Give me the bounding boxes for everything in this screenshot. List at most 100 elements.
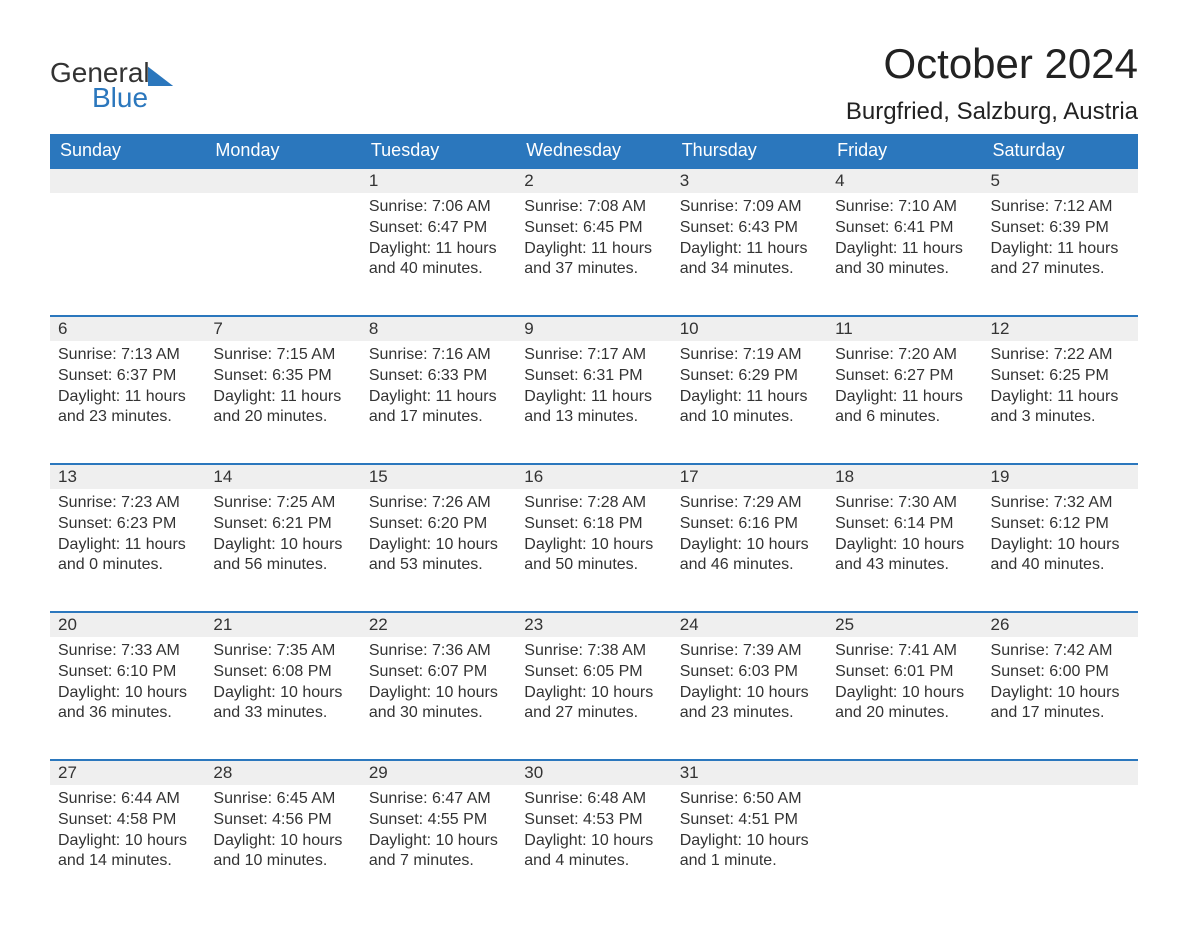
sunset-line: Sunset: 6:43 PM (680, 218, 819, 239)
daylight-line: Daylight: 10 hours and 40 minutes. (991, 535, 1130, 577)
daylight-line: Daylight: 11 hours and 10 minutes. (680, 387, 819, 429)
sunrise-label: Sunrise: (58, 494, 117, 511)
day-number (205, 167, 360, 193)
sunset-label: Sunset: (58, 811, 112, 828)
sunset-label: Sunset: (58, 663, 112, 680)
daylight-label: Daylight: (369, 832, 431, 849)
sunrise-value: 7:10 AM (898, 198, 957, 215)
sunrise-label: Sunrise: (58, 642, 117, 659)
sunrise-label: Sunrise: (991, 642, 1050, 659)
day-number: 30 (516, 759, 671, 785)
day-content: Sunrise: 7:36 AMSunset: 6:07 PMDaylight:… (361, 637, 516, 744)
day-content: Sunrise: 6:45 AMSunset: 4:56 PMDaylight:… (205, 785, 360, 892)
sunrise-line: Sunrise: 7:35 AM (213, 641, 352, 662)
sunset-line: Sunset: 6:23 PM (58, 514, 197, 535)
daylight-line: Daylight: 10 hours and 20 minutes. (835, 683, 974, 725)
sunset-label: Sunset: (680, 219, 734, 236)
week-content-row: Sunrise: 7:13 AM Sunset: 6:37 PM Daylight:… (50, 341, 1138, 463)
sunset-value: 6:39 PM (1049, 219, 1109, 236)
sunrise-line: Sunrise: 7:13 AM (58, 345, 197, 366)
sunrise-value: 7:32 AM (1054, 494, 1113, 511)
day-content: Sunrise: 7:35 AMSunset: 6:08 PMDaylight:… (205, 637, 360, 744)
weekday-header: Monday (205, 134, 360, 167)
day-content: Sunrise: 7:26 AMSunset: 6:20 PMDaylight:… (361, 489, 516, 596)
day-number: 3 (672, 167, 827, 193)
sunrise-line: Sunrise: 7:22 AM (991, 345, 1130, 366)
sunrise-label: Sunrise: (524, 198, 583, 215)
sunset-label: Sunset: (524, 663, 578, 680)
sunset-value: 6:37 PM (117, 367, 177, 384)
daylight-line: Daylight: 11 hours and 6 minutes. (835, 387, 974, 429)
week-daynum-row: 12345 (50, 167, 1138, 193)
sunset-value: 6:10 PM (117, 663, 177, 680)
sunset-value: 6:29 PM (738, 367, 798, 384)
day-number: 4 (827, 167, 982, 193)
daylight-line: Daylight: 10 hours and 56 minutes. (213, 535, 352, 577)
sunset-label: Sunset: (213, 515, 267, 532)
sunset-label: Sunset: (58, 515, 112, 532)
day-content: Sunrise: 7:23 AMSunset: 6:23 PMDaylight:… (50, 489, 205, 596)
sunset-line: Sunset: 6:47 PM (369, 218, 508, 239)
sunrise-label: Sunrise: (991, 346, 1050, 363)
sunset-value: 6:20 PM (428, 515, 488, 532)
sunrise-line: Sunrise: 7:16 AM (369, 345, 508, 366)
day-number: 20 (50, 611, 205, 637)
daylight-label: Daylight: (835, 684, 897, 701)
sunset-value: 6:08 PM (272, 663, 332, 680)
daylight-label: Daylight: (991, 388, 1053, 405)
day-content: Sunrise: 7:30 AMSunset: 6:14 PMDaylight:… (827, 489, 982, 596)
sunset-line: Sunset: 6:41 PM (835, 218, 974, 239)
sunrise-value: 7:22 AM (1054, 346, 1113, 363)
sunrise-line: Sunrise: 7:19 AM (680, 345, 819, 366)
day-number: 7 (205, 315, 360, 341)
sunrise-label: Sunrise: (369, 198, 428, 215)
sunrise-value: 7:13 AM (121, 346, 180, 363)
week-content-row: Sunrise: 7:06 AMSunset: 6:47 PMDaylight:… (50, 193, 1138, 315)
sunset-label: Sunset: (680, 367, 734, 384)
day-content: Sunrise: 7:29 AMSunset: 6:16 PMDaylight:… (672, 489, 827, 596)
day-content: Sunrise: 7:20 AMSunset: 6:27 PMDaylight:… (827, 341, 982, 448)
daylight-label: Daylight: (680, 832, 742, 849)
daylight-line: Daylight: 10 hours and 10 minutes. (213, 831, 352, 873)
week-daynum-row: 13141516171819 (50, 463, 1138, 489)
sunrise-label: Sunrise: (524, 494, 583, 511)
sunset-line: Sunset: 6:05 PM (524, 662, 663, 683)
daylight-line: Daylight: 11 hours and 0 minutes. (58, 535, 197, 577)
sunrise-line: Sunrise: 7:23 AM (58, 493, 197, 514)
daylight-line: Daylight: 11 hours and 13 minutes. (524, 387, 663, 429)
day-content: Sunrise: 7:32 AMSunset: 6:12 PMDaylight:… (983, 489, 1138, 596)
daylight-label: Daylight: (213, 388, 275, 405)
sunset-value: 6:07 PM (428, 663, 488, 680)
sunrise-line: Sunrise: 7:06 AM (369, 197, 508, 218)
sunrise-line: Sunrise: 7:32 AM (991, 493, 1130, 514)
day-content: Sunrise: 7:17 AMSunset: 6:31 PMDaylight:… (516, 341, 671, 448)
day-number: 21 (205, 611, 360, 637)
sunset-line: Sunset: 4:51 PM (680, 810, 819, 831)
sunrise-value: 7:23 AM (121, 494, 180, 511)
daylight-label: Daylight: (835, 388, 897, 405)
daylight-line: Daylight: 10 hours and 46 minutes. (680, 535, 819, 577)
day-content: Sunrise: 7:39 AMSunset: 6:03 PMDaylight:… (672, 637, 827, 744)
sunset-line: Sunset: 6:08 PM (213, 662, 352, 683)
sunrise-line: Sunrise: 7:33 AM (58, 641, 197, 662)
sunset-line: Sunset: 6:07 PM (369, 662, 508, 683)
logo: General Blue (50, 40, 174, 110)
sunrise-value: 6:44 AM (121, 790, 180, 807)
daylight-line: Daylight: 11 hours and 20 minutes. (213, 387, 352, 429)
daylight-label: Daylight: (680, 388, 742, 405)
day-content (827, 785, 982, 809)
day-content (50, 193, 205, 217)
day-content: Sunrise: 7:16 AMSunset: 6:33 PMDaylight:… (361, 341, 516, 448)
daylight-label: Daylight: (369, 684, 431, 701)
day-number: 31 (672, 759, 827, 785)
sunrise-label: Sunrise: (369, 346, 428, 363)
sunset-label: Sunset: (369, 219, 423, 236)
sunrise-line: Sunrise: 7:08 AM (524, 197, 663, 218)
sunset-line: Sunset: 6:29 PM (680, 366, 819, 387)
daylight-line: Daylight: 10 hours and 43 minutes. (835, 535, 974, 577)
sunrise-label: Sunrise: (524, 346, 583, 363)
calendar-body: 12345Sunrise: 7:06 AMSunset: 6:47 PMDayl… (50, 167, 1138, 907)
day-number: 29 (361, 759, 516, 785)
sunrise-value: 7:08 AM (587, 198, 646, 215)
day-content: Sunrise: 7:38 AMSunset: 6:05 PMDaylight:… (516, 637, 671, 744)
